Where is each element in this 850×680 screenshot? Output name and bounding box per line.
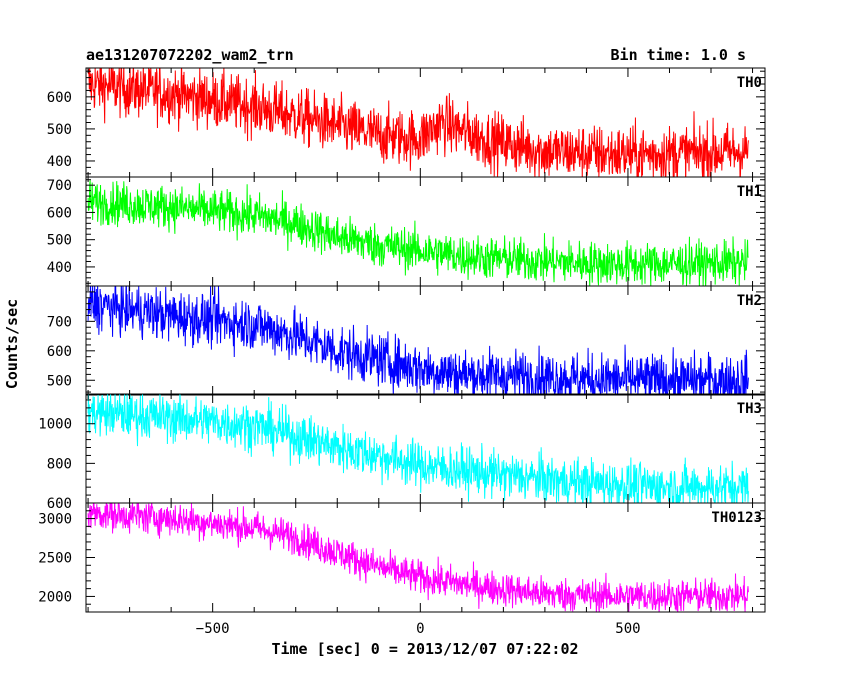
y-tick-label: 500: [47, 373, 72, 389]
panel-frame: [85, 285, 766, 396]
series-th0123-line: [87, 503, 749, 612]
panel-th0: 400 500 600 TH0: [47, 67, 766, 178]
y-tick-label: 500: [47, 122, 72, 138]
y-tick-label: 1000: [38, 417, 72, 433]
bin-time-label: Bin time: 1.0 s: [611, 46, 746, 64]
series-th3-line: [87, 394, 749, 503]
y-tick-label: 500: [47, 233, 72, 249]
y-tick-label: 2500: [38, 551, 72, 567]
y-tick-label: 400: [47, 154, 72, 170]
chart-title: ae131207072202_wam2_trn: [86, 46, 294, 64]
series-th2-line: [87, 286, 749, 395]
y-tick-label: 700: [47, 178, 72, 194]
panels-group: 400 500 600 TH0 400 500 600 700 TH1 500 600 700 TH2 6…: [38, 67, 766, 637]
x-tick-label: 500: [615, 621, 640, 637]
series-th1-line: [87, 180, 749, 286]
panel-label-th0123: TH0123: [711, 510, 762, 526]
y-tick-label: 400: [47, 260, 72, 276]
x-axis-label: Time [sec] 0 = 2013/12/07 07:22:02: [271, 640, 578, 658]
x-tick-label: 0: [416, 621, 424, 637]
panel-label-th2: TH2: [737, 293, 762, 309]
panel-label-th3: TH3: [737, 401, 762, 417]
y-tick-label: 3000: [38, 512, 72, 528]
y-tick-label: 600: [47, 205, 72, 221]
y-tick-label: 600: [47, 90, 72, 106]
panel-th1: 400 500 600 700 TH1: [47, 176, 766, 287]
panel-label-th0: TH0: [737, 75, 762, 91]
panel-th3: 600 800 1000 TH3: [38, 393, 766, 512]
y-tick-label: 700: [47, 314, 72, 330]
x-tick-label: −500: [196, 621, 230, 637]
y-tick-label: 600: [47, 496, 72, 512]
y-tick-label: 2000: [38, 589, 72, 605]
panel-th2: 500 600 700 TH2: [47, 285, 766, 396]
panel-label-th1: TH1: [737, 184, 762, 200]
panel-th0123: 2000 2500 3000 TH0123: [38, 502, 766, 613]
y-tick-label: 800: [47, 456, 72, 472]
y-tick-label: 600: [47, 344, 72, 360]
series-th0-line: [87, 68, 749, 177]
y-axis-label: Counts/sec: [3, 299, 21, 389]
